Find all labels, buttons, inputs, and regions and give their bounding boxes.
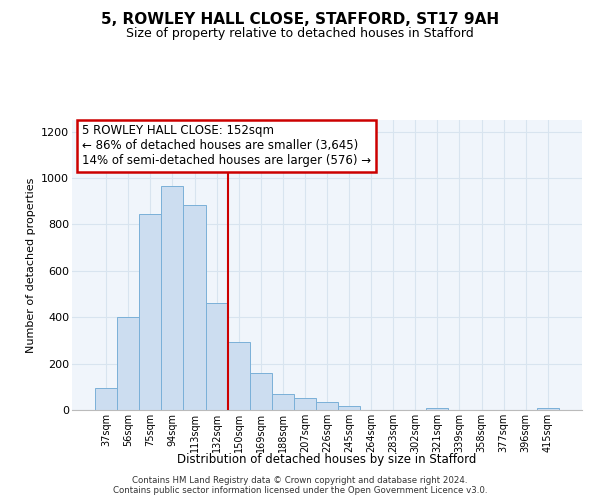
Text: Distribution of detached houses by size in Stafford: Distribution of detached houses by size … [178,452,476,466]
Bar [250,373,272,410]
Bar [338,406,360,410]
Bar [272,394,294,410]
Bar [427,408,448,410]
Bar [161,186,184,410]
Bar [206,304,227,410]
Bar [139,214,161,410]
Text: Contains public sector information licensed under the Open Government Licence v3: Contains public sector information licen… [113,486,487,495]
Text: Size of property relative to detached houses in Stafford: Size of property relative to detached ho… [126,28,474,40]
Text: Contains HM Land Registry data © Crown copyright and database right 2024.: Contains HM Land Registry data © Crown c… [132,476,468,485]
Bar [227,342,250,410]
Y-axis label: Number of detached properties: Number of detached properties [26,178,35,352]
Bar [316,402,338,410]
Bar [117,317,139,410]
Bar [184,204,206,410]
Bar [537,408,559,410]
Text: 5 ROWLEY HALL CLOSE: 152sqm
← 86% of detached houses are smaller (3,645)
14% of : 5 ROWLEY HALL CLOSE: 152sqm ← 86% of det… [82,124,371,168]
Bar [294,398,316,410]
Bar [95,388,117,410]
Text: 5, ROWLEY HALL CLOSE, STAFFORD, ST17 9AH: 5, ROWLEY HALL CLOSE, STAFFORD, ST17 9AH [101,12,499,28]
